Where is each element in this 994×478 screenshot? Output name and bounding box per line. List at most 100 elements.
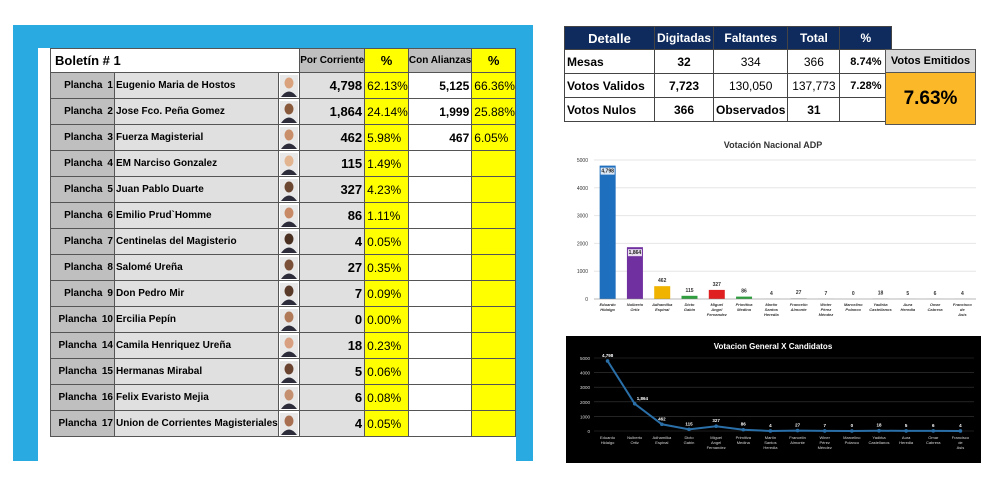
candidate-name: Eugenio Maria de Hostos bbox=[113, 72, 279, 99]
x-category-label: Omar Cabrera bbox=[926, 435, 941, 445]
votos-emitidos-label: Votos Emitidos bbox=[886, 50, 975, 73]
pct-current: 0.00% bbox=[364, 306, 409, 333]
votos-emitidos-value: 7.63% bbox=[886, 73, 975, 124]
bulletin-row: Plancha 9 Don Pedro Mir 7 0.09% bbox=[50, 280, 516, 307]
x-category-label: Martín Santos Heredia bbox=[763, 435, 778, 450]
plancha-number: 14 bbox=[101, 340, 113, 351]
data-label-bg bbox=[627, 249, 642, 257]
plancha-number: 3 bbox=[107, 132, 113, 143]
bar-data-label: 86 bbox=[741, 289, 747, 295]
candidate-photo bbox=[277, 358, 301, 385]
votes-alliance bbox=[407, 150, 473, 177]
x-category-label: Dicto Gabin bbox=[684, 435, 695, 445]
plancha-word: Plancha bbox=[64, 80, 103, 91]
y-tick-label: 3000 bbox=[580, 385, 591, 390]
candidate-photo bbox=[277, 98, 301, 125]
line-point bbox=[660, 422, 664, 427]
x-category-label: Nulberto Ortiz bbox=[627, 302, 644, 312]
x-category-label: Eduardo Hidalgo bbox=[600, 435, 616, 445]
point-data-label: 5 bbox=[905, 423, 908, 428]
pct-alliance: 6.05% bbox=[471, 124, 516, 151]
plancha-label: Plancha 10 bbox=[50, 306, 115, 333]
point-data-label: 6 bbox=[932, 423, 935, 428]
bar-data-label: 7 bbox=[825, 291, 828, 297]
plancha-number: 5 bbox=[107, 184, 113, 195]
bulletin-row: Plancha 14 Camila Henriquez Ureña 18 0.23% bbox=[50, 332, 516, 359]
plancha-number: 9 bbox=[107, 288, 113, 299]
x-category-label: Aura Heredia bbox=[900, 302, 915, 312]
candidate-photo bbox=[277, 176, 301, 203]
candidate-name: Fuerza Magisterial bbox=[113, 124, 279, 151]
candidate-photo bbox=[277, 332, 301, 359]
candidate-photo-icon bbox=[279, 152, 298, 175]
candidate-name: Ercilia Pepín bbox=[113, 306, 279, 333]
bar-chart: Votación Nacional ADP 0 1000 2000 3000 4000 5… bbox=[577, 140, 976, 317]
point-data-label: 0 bbox=[851, 423, 854, 428]
detail-value: 8.74% bbox=[839, 49, 893, 74]
bulletin-row: Plancha 10 Ercilia Pepín 0 0.00% bbox=[50, 306, 516, 333]
votes-current: 4 bbox=[299, 228, 366, 255]
y-tick-label: 1000 bbox=[577, 269, 588, 275]
bar bbox=[790, 298, 807, 299]
plancha-word: Plancha bbox=[58, 418, 97, 429]
header-spacer bbox=[278, 48, 301, 73]
votes-alliance bbox=[407, 228, 473, 255]
votes-alliance bbox=[407, 202, 473, 229]
detail-label: Votos Validos bbox=[564, 73, 655, 98]
x-category-label: Marcelino Polanco bbox=[843, 435, 861, 445]
x-category-label: Marcelino Polanco bbox=[844, 302, 863, 312]
candidate-name: Juan Pablo Duarte bbox=[113, 176, 279, 203]
plancha-label: Plancha 16 bbox=[50, 384, 115, 411]
candidate-name: Emilio Prud`Homme bbox=[113, 202, 279, 229]
detail-value: 31 bbox=[787, 97, 841, 122]
detail-value: 130,050 bbox=[713, 73, 789, 98]
bar-chart-title: Votación Nacional ADP bbox=[724, 140, 823, 150]
candidate-photo-icon bbox=[279, 334, 298, 357]
votes-current: 115 bbox=[299, 150, 366, 177]
bar bbox=[654, 286, 671, 299]
y-tick-label: 0 bbox=[585, 297, 588, 303]
detail-value: Observados bbox=[713, 97, 789, 122]
plancha-word: Plancha bbox=[64, 132, 103, 143]
point-data-label: 7 bbox=[823, 423, 826, 428]
candidate-photo bbox=[277, 384, 301, 411]
candidate-name: Union de Corrientes Magisteriales bbox=[113, 410, 279, 437]
bar-data-label: 4,798 bbox=[601, 169, 614, 175]
detail-header-digitadas: Digitadas bbox=[653, 26, 715, 50]
plancha-number: 7 bbox=[107, 236, 113, 247]
detail-value: 366 bbox=[653, 97, 715, 122]
line-point bbox=[877, 428, 881, 433]
pct-alliance bbox=[471, 176, 516, 203]
plancha-label: Plancha 3 bbox=[50, 124, 115, 151]
pct-alliance bbox=[471, 306, 516, 333]
plancha-word: Plancha bbox=[64, 184, 103, 195]
candidate-photo-icon bbox=[279, 360, 298, 383]
bulletin-title: Boletín # 1 bbox=[50, 48, 279, 73]
bulletin-header-row: Boletín # 1 Por Corriente % Con Alianzas… bbox=[50, 48, 516, 73]
candidate-photo bbox=[277, 124, 301, 151]
pct-alliance bbox=[471, 332, 516, 359]
series-line bbox=[606, 360, 961, 433]
plancha-word: Plancha bbox=[64, 210, 103, 221]
candidate-photo bbox=[277, 228, 301, 255]
pct-current: 0.35% bbox=[364, 254, 409, 281]
candidate-photo bbox=[277, 254, 301, 281]
pct-alliance bbox=[471, 150, 516, 177]
x-category-label: Yadirka Castellanos bbox=[869, 435, 890, 445]
candidate-photo-icon bbox=[279, 386, 298, 409]
candidate-photo bbox=[277, 410, 301, 437]
x-category-label: Primitiva Medina bbox=[736, 435, 752, 445]
point-data-label: 327 bbox=[712, 418, 720, 423]
detail-row-mesas: Mesas 32 334 366 8.74% bbox=[564, 49, 893, 74]
candidate-name: Felix Evaristo Mejia bbox=[113, 384, 279, 411]
detail-label: Votos Nulos bbox=[564, 97, 655, 122]
plancha-label: Plancha 4 bbox=[50, 150, 115, 177]
votes-current: 462 bbox=[299, 124, 366, 151]
bar-data-label: 5 bbox=[906, 291, 909, 297]
plancha-number: 4 bbox=[107, 158, 113, 169]
x-category-label: Dicto Gabin bbox=[684, 302, 696, 312]
x-category-label: Aura Heredia bbox=[899, 435, 914, 445]
votes-current: 86 bbox=[299, 202, 366, 229]
plancha-word: Plancha bbox=[64, 288, 103, 299]
candidate-name: Camila Henriquez Ureña bbox=[113, 332, 279, 359]
